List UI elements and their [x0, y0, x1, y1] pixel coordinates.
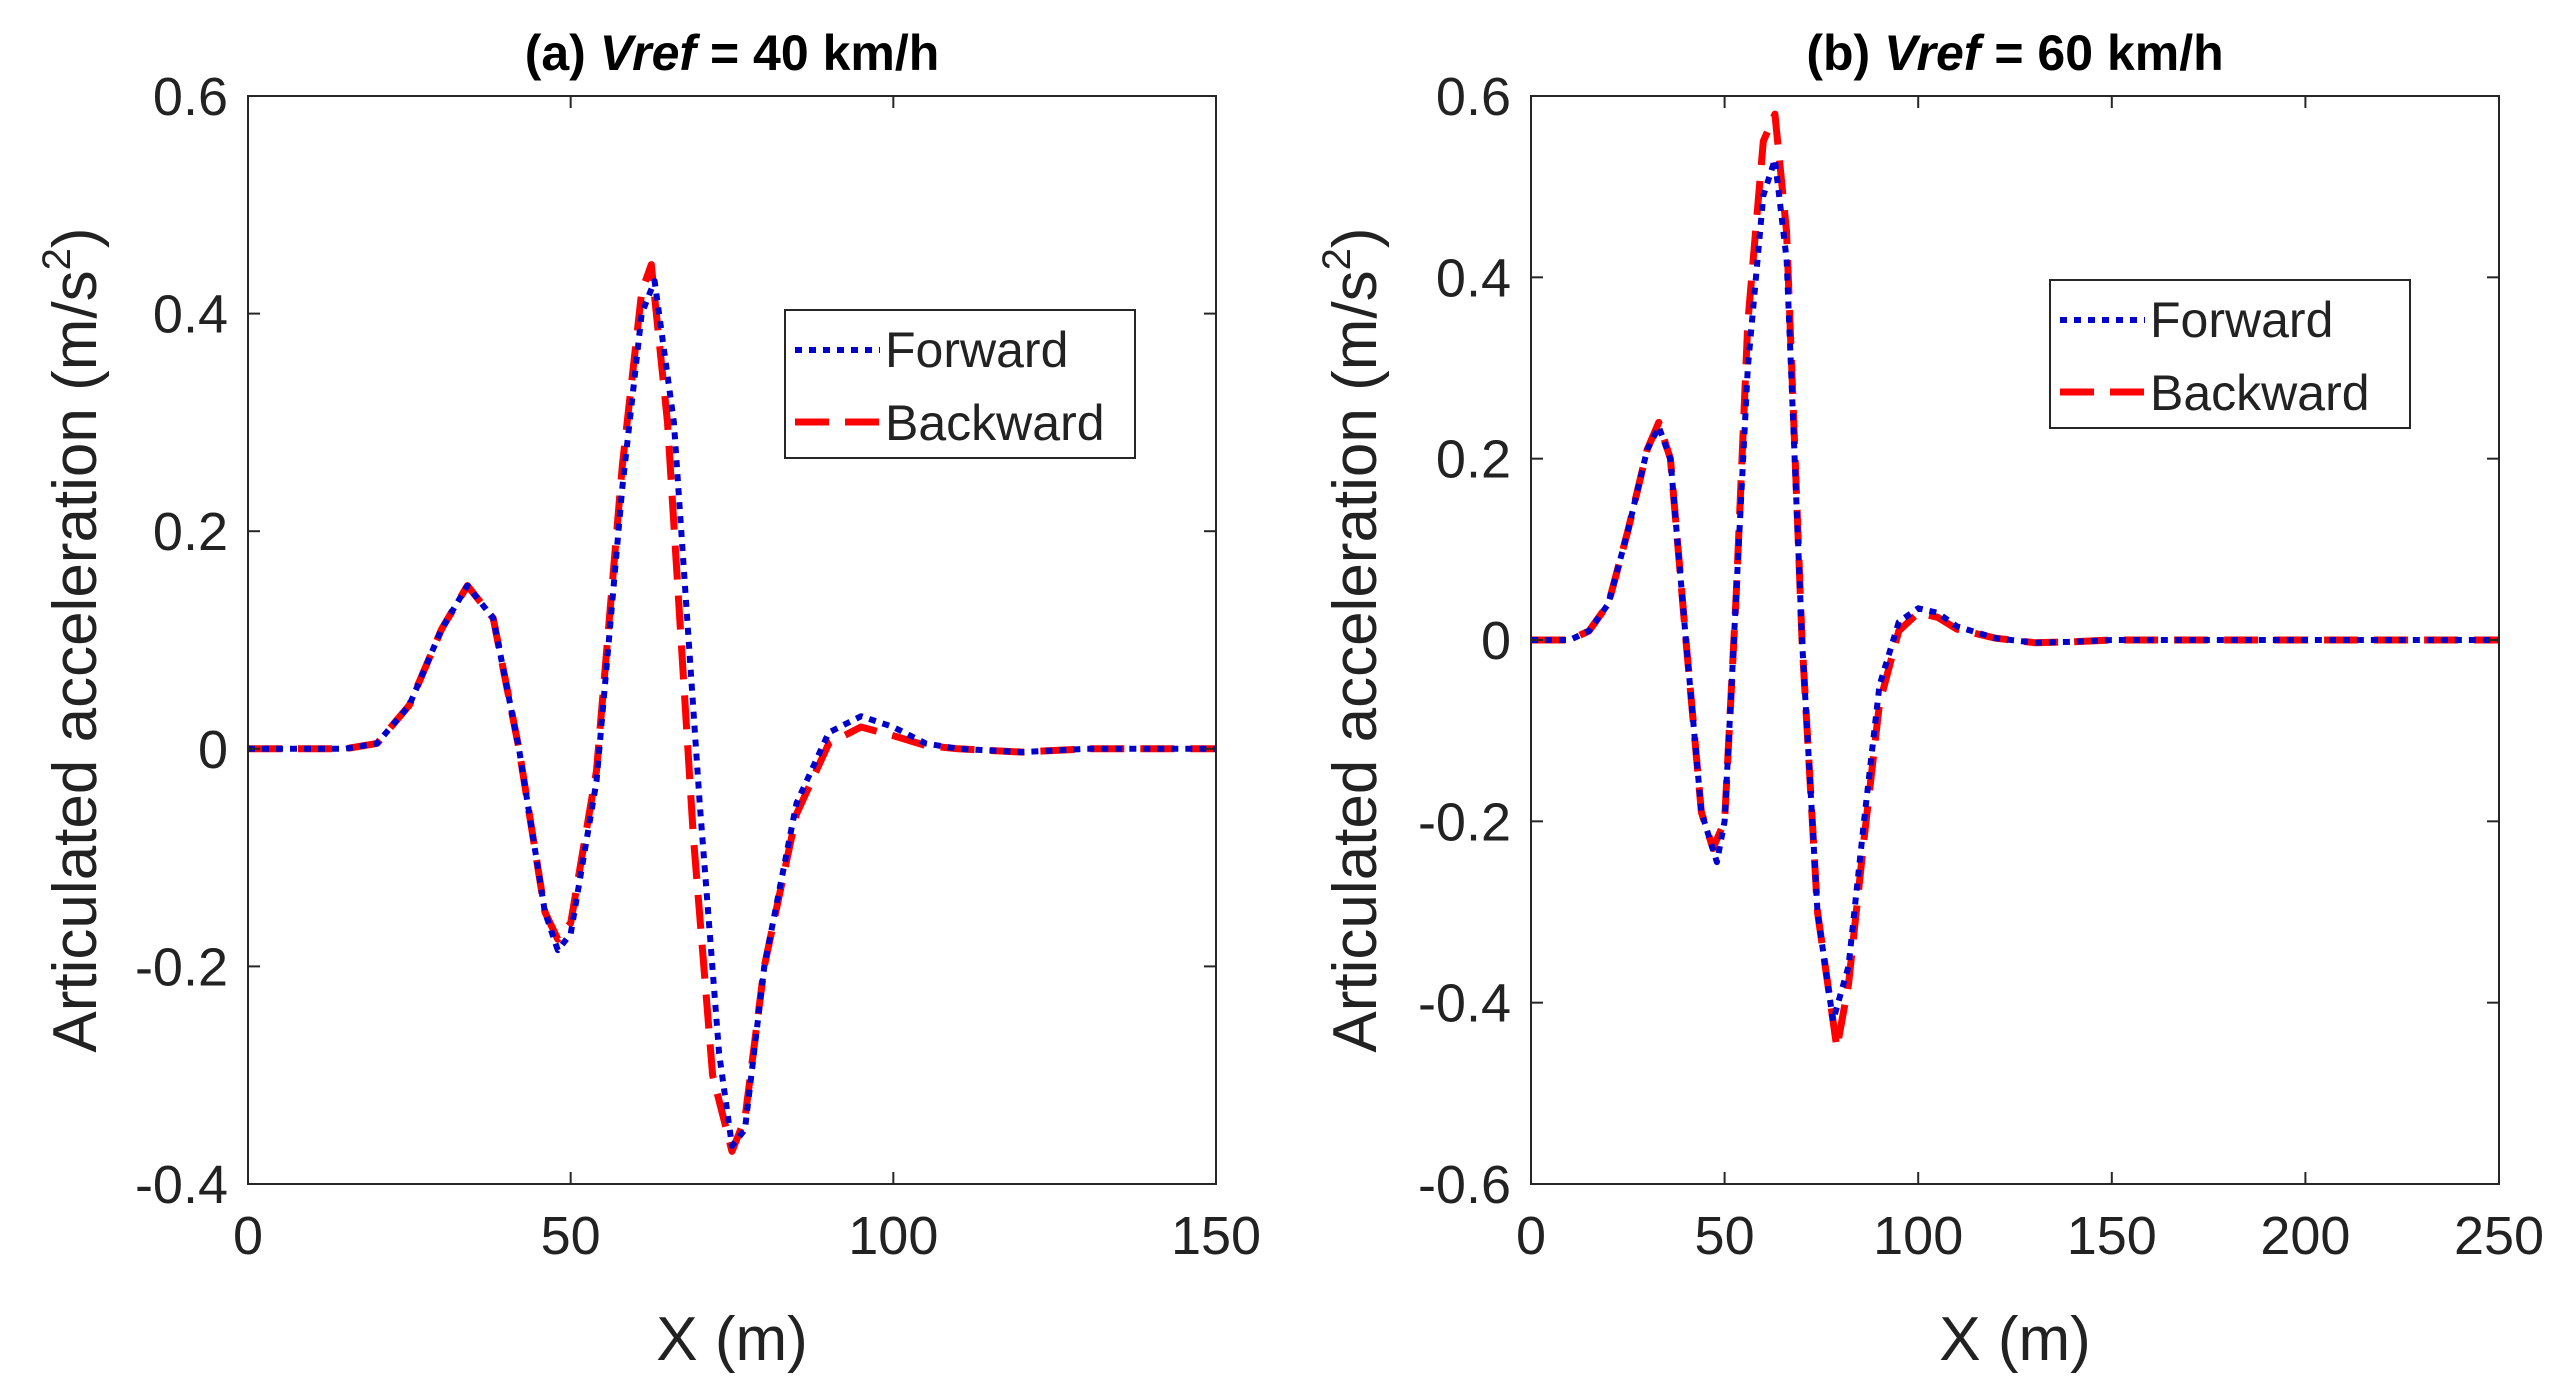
panel-b-series: [1531, 110, 2499, 1052]
panel-a-title-var: Vref: [600, 25, 701, 81]
panel-a-y-tick-label: 0.4: [153, 285, 228, 345]
panel-a-y-tick-label: 0.2: [153, 502, 228, 562]
panel-b-title-prefix: (b): [1806, 25, 1884, 81]
panel-a-plot-box: [247, 95, 1217, 1185]
panel-b-y-tick-label: -0.2: [1418, 792, 1511, 852]
panel-b-y-tick-label: -0.4: [1418, 974, 1511, 1034]
panel-b-x-tick-label: 200: [2260, 1206, 2350, 1266]
panel-b-y-axis-label-main: Articulated acceleration (m/s: [1321, 270, 1390, 1052]
panel-b-legend-forward-label: Forward: [2150, 292, 2333, 348]
panel-a-series: [248, 261, 1216, 1155]
panel-b-x-tick-label: 100: [1873, 1206, 1963, 1266]
panel-a-series-forward-line: [248, 278, 1216, 1149]
panel-b-ticks: 0 50 100 150 200 250 -0.6 -0.4 -0.2 0 0.2 0.4 0.6: [1418, 67, 2544, 1266]
panel-b-x-axis-label: X (m): [1939, 1305, 2091, 1374]
panel-a-x-axis-label: X (m): [656, 1305, 808, 1374]
panel-b-y-tick-label: -0.6: [1418, 1155, 1511, 1215]
panel-b-x-tick-label: 250: [2454, 1206, 2544, 1266]
panel-a: 0 50 100 150 -0.4 -0.2 0 0.2 0.4 0.6 (a) Vref = 4…: [35, 25, 1261, 1374]
panel-b-legend: Forward Backward: [2049, 279, 2411, 429]
panel-b-y-tick-label: 0: [1481, 611, 1511, 671]
panel-b-legend-box: [2049, 279, 2411, 429]
panel-b-y-tick-label: 0.6: [1436, 67, 1511, 127]
panel-a-y-tick-label: 0: [198, 720, 228, 780]
panel-a-ticks: 0 50 100 150 -0.4 -0.2 0 0.2 0.4 0.6: [135, 67, 1261, 1266]
panel-b: 0 50 100 150 200 250 -0.6 -0.4 -0.2 0 0.2 0.4 0.6 (b…: [1315, 25, 2544, 1374]
panel-b-legend-backward-label: Backward: [2150, 365, 2370, 421]
panel-a-y-tick-label: -0.4: [135, 1155, 228, 1215]
panel-a-x-tick-label: 150: [1171, 1206, 1261, 1266]
panel-b-y-axis-label: Articulated acceleration (m/s2): [1315, 227, 1390, 1052]
panel-b-y-tick-label: 0.4: [1436, 248, 1511, 308]
panel-b-y-axis-label-end: ): [1321, 227, 1390, 248]
panel-a-title-suffix: = 40 km/h: [696, 25, 939, 81]
panel-a-y-axis-label-main: Articulated acceleration (m/s: [41, 270, 110, 1052]
panel-b-series-backward-line: [1531, 110, 2499, 1052]
panel-a-x-tick-label: 50: [541, 1206, 601, 1266]
panel-a-title: (a) Vref = 40 km/h: [525, 25, 940, 81]
panel-a-y-axis-label-end: ): [41, 227, 110, 248]
panel-a-x-tick-label: 0: [233, 1206, 263, 1266]
panel-b-title-suffix: = 60 km/h: [1980, 25, 2223, 81]
panel-a-y-axis-label-sup: 2: [35, 248, 79, 270]
panel-b-title-var: Vref: [1884, 25, 1985, 81]
panel-b-y-tick-label: 0.2: [1436, 430, 1511, 490]
panel-b-title: (b) Vref = 60 km/h: [1806, 25, 2223, 81]
panel-b-x-tick-label: 0: [1516, 1206, 1546, 1266]
panel-b-x-tick-label: 150: [2067, 1206, 2157, 1266]
panel-a-series-backward-line: [248, 261, 1216, 1155]
panel-b-y-axis-label-sup: 2: [1315, 248, 1359, 270]
panel-a-y-tick-label: 0.6: [153, 67, 228, 127]
panel-a-y-tick-label: -0.2: [135, 937, 228, 997]
panel-a-y-axis-label: Articulated acceleration (m/s2): [35, 227, 110, 1052]
panel-a-x-tick-label: 100: [848, 1206, 938, 1266]
panel-b-x-tick-label: 50: [1695, 1206, 1755, 1266]
panel-a-legend-backward-label: Backward: [885, 395, 1105, 451]
panel-a-legend-forward-label: Forward: [885, 322, 1068, 378]
panel-a-title-prefix: (a): [525, 25, 600, 81]
panel-a-legend-box: [784, 309, 1136, 459]
panel-a-legend: Forward Backward: [784, 309, 1136, 459]
